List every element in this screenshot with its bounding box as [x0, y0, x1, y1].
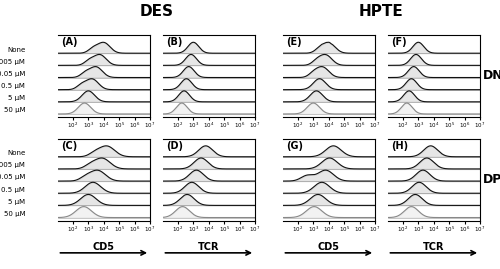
Text: TCR: TCR: [423, 242, 444, 252]
Text: CD5: CD5: [318, 242, 340, 252]
Text: (H): (H): [391, 141, 408, 151]
Text: DP: DP: [482, 173, 500, 186]
Text: (A): (A): [61, 37, 78, 47]
Text: (C): (C): [61, 141, 78, 151]
Text: 50 μM: 50 μM: [4, 211, 25, 217]
Text: CD5: CD5: [93, 242, 115, 252]
Text: (E): (E): [286, 37, 302, 47]
Text: 5 μM: 5 μM: [8, 199, 25, 205]
Text: DES: DES: [139, 4, 173, 19]
Text: (B): (B): [166, 37, 182, 47]
Text: HPTE: HPTE: [359, 4, 404, 19]
Text: (D): (D): [166, 141, 183, 151]
Text: 0.05 μM: 0.05 μM: [0, 174, 25, 180]
Text: DN: DN: [482, 69, 500, 83]
Text: (G): (G): [286, 141, 303, 151]
Text: 5 μM: 5 μM: [8, 95, 25, 101]
Text: 0.005 μM: 0.005 μM: [0, 162, 25, 168]
Text: 0.05 μM: 0.05 μM: [0, 71, 25, 77]
Text: 0.5 μM: 0.5 μM: [1, 83, 25, 89]
Text: (F): (F): [391, 37, 407, 47]
Text: TCR: TCR: [198, 242, 220, 252]
Text: 0.5 μM: 0.5 μM: [1, 187, 25, 193]
Text: None: None: [7, 47, 25, 52]
Text: 50 μM: 50 μM: [4, 107, 25, 113]
Text: 0.005 μM: 0.005 μM: [0, 59, 25, 65]
Text: None: None: [7, 150, 25, 156]
